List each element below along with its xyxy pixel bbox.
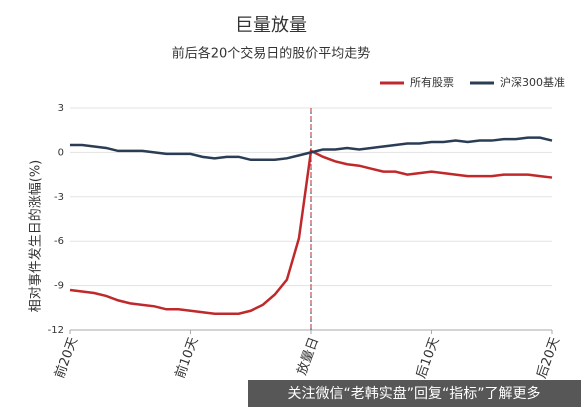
x-tick-label: 放量日 bbox=[295, 335, 322, 377]
watermark-band bbox=[248, 380, 581, 407]
y-tick-label: -9 bbox=[54, 281, 64, 292]
y-tick-label: 3 bbox=[58, 103, 64, 114]
legend-label: 沪深300基准 bbox=[500, 75, 565, 89]
x-tick-label: 后10天 bbox=[414, 335, 443, 380]
legend-label: 所有股票 bbox=[410, 75, 454, 89]
chart-subtitle: 前后各20个交易日的股价平均走势 bbox=[172, 46, 371, 62]
x-tick-label: 前20天 bbox=[51, 335, 81, 380]
y-tick-label: -6 bbox=[54, 236, 64, 247]
y-tick-label: -3 bbox=[54, 192, 64, 203]
watermark: 关注微信“老韩实盘”回复“指标”了解更多 bbox=[287, 385, 540, 402]
x-tick-label: 前10天 bbox=[172, 335, 202, 380]
chart-title: 巨量放量 bbox=[235, 15, 307, 36]
series-line bbox=[69, 149, 553, 315]
y-axis-label: 相对事件发生日的涨幅(%) bbox=[28, 160, 44, 313]
series-line bbox=[70, 136, 553, 162]
y-tick-label: -12 bbox=[48, 325, 64, 336]
x-tick-label: 后20天 bbox=[534, 335, 563, 380]
y-tick-label: 0 bbox=[58, 147, 64, 158]
